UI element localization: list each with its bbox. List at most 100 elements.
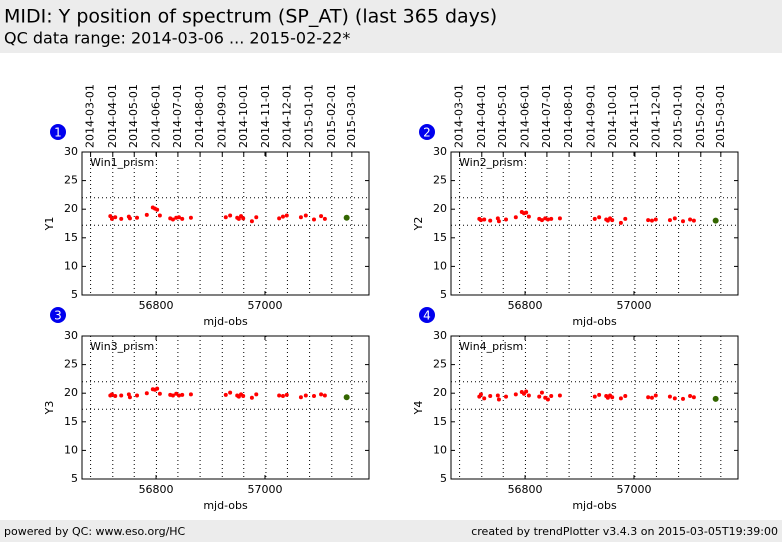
top-tick-label: 2014-06-01 (518, 84, 531, 148)
data-point (597, 392, 602, 397)
data-point (284, 213, 289, 218)
y-axis-label: Y2 (412, 217, 425, 232)
data-point (649, 395, 654, 400)
data-point (653, 393, 658, 398)
data-point (223, 392, 228, 397)
data-point (144, 391, 149, 396)
data-point (254, 215, 259, 220)
data-point (322, 393, 327, 398)
data-point (135, 215, 140, 220)
data-point (127, 216, 132, 221)
data-point (537, 394, 542, 399)
data-point (170, 217, 175, 222)
x-axis-label: mjd-obs (572, 499, 617, 512)
data-point (223, 215, 228, 220)
data-point (241, 216, 246, 221)
data-point (109, 216, 114, 221)
data-point (526, 214, 531, 219)
plot-area (451, 336, 738, 479)
y-tick-label: 15 (433, 231, 447, 244)
data-point (649, 218, 654, 223)
top-tick-label: 2014-06-01 (149, 84, 162, 148)
data-point (597, 215, 602, 220)
data-point (557, 216, 562, 221)
panel-label: Win2_prism (459, 156, 523, 169)
data-point (680, 396, 685, 401)
data-point (482, 217, 487, 222)
plot-frame (450, 151, 739, 296)
plot-area (82, 336, 369, 479)
data-point (691, 395, 696, 400)
data-point (496, 397, 501, 402)
x-tick-label: 56800 (139, 483, 174, 496)
top-tick-label: 2014-10-01 (237, 84, 250, 148)
data-point (488, 394, 493, 399)
top-tick-label: 2015-01-01 (672, 84, 685, 148)
panel-badge (419, 307, 435, 323)
data-point (539, 218, 544, 223)
y-tick-label: 5 (440, 288, 447, 301)
y-tick-label: 15 (64, 231, 78, 244)
header-band (0, 0, 782, 53)
data-point (319, 392, 324, 397)
data-point (170, 393, 175, 398)
y-tick-label: 25 (433, 358, 447, 371)
data-point (303, 393, 308, 398)
panel-badge-number: 3 (54, 309, 62, 323)
y-tick-label: 25 (433, 174, 447, 187)
data-point (176, 393, 181, 398)
top-tick-label: 2014-03-01 (84, 84, 97, 148)
top-tick-label: 2014-08-01 (193, 84, 206, 148)
data-point (180, 216, 185, 221)
top-tick-label: 2014-11-01 (628, 84, 641, 148)
top-tick-label: 2014-03-01 (453, 84, 466, 148)
data-point (592, 394, 597, 399)
y-tick-label: 5 (71, 472, 78, 485)
panel-badge (50, 124, 66, 140)
data-point (712, 395, 719, 402)
data-point (249, 395, 254, 400)
y-tick-label: 5 (440, 472, 447, 485)
data-point (322, 216, 327, 221)
data-point (303, 213, 308, 218)
y-tick-label: 30 (433, 329, 447, 342)
data-point (343, 394, 350, 401)
data-point (488, 218, 493, 223)
top-tick-label: 2015-02-01 (694, 84, 707, 148)
data-point (667, 394, 672, 399)
data-point (254, 392, 259, 397)
top-tick-label: 2014-05-01 (496, 84, 509, 148)
footer-band (0, 520, 782, 542)
data-point (157, 391, 162, 396)
data-point (343, 214, 350, 221)
data-point (144, 212, 149, 217)
y-tick-label: 30 (433, 145, 447, 158)
data-point (155, 207, 160, 212)
panel-label: Win4_prism (459, 340, 523, 353)
data-point (610, 395, 615, 400)
y-tick-label: 25 (64, 358, 78, 371)
data-point (646, 218, 651, 223)
data-point (284, 392, 289, 397)
y-axis-label: Y4 (412, 401, 425, 416)
data-point (249, 219, 254, 224)
data-point (610, 218, 615, 223)
data-point (549, 216, 554, 221)
panel-label: Win1_prism (90, 156, 154, 169)
panel-badge (419, 124, 435, 140)
page-title: MIDI: Y position of spectrum (SP_AT) (la… (4, 6, 497, 28)
top-tick-label: 2015-02-01 (325, 84, 338, 148)
data-point (241, 394, 246, 399)
data-point (504, 394, 509, 399)
data-point (557, 393, 562, 398)
data-point (545, 397, 550, 402)
data-point (319, 214, 324, 219)
data-point (188, 215, 193, 220)
data-point (667, 218, 672, 223)
top-tick-label: 2014-10-01 (606, 84, 619, 148)
data-point (618, 220, 623, 225)
data-point (592, 216, 597, 221)
y-tick-label: 20 (433, 386, 447, 399)
